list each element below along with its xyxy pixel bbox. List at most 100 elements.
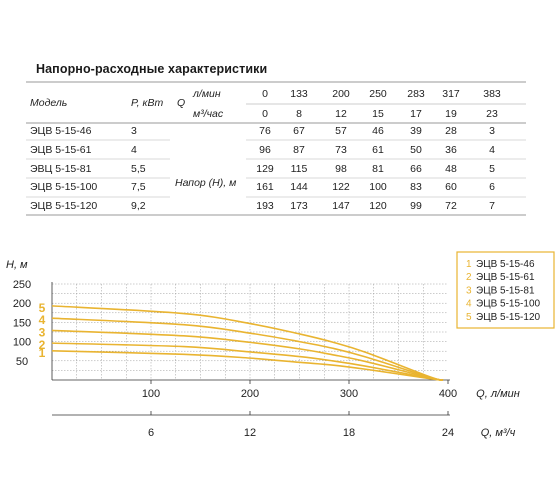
row-head-value: 115 [291,163,308,175]
row-head-value: 72 [445,200,457,212]
row-model: ЭВЦ 5-15-81 [30,163,92,175]
x-tick-label: 300 [340,388,358,400]
row-head-value: 3 [489,125,495,137]
legend-entry: ЭЦВ 5-15-61 [476,272,535,283]
table-row: ЭЦВ 5-15-100 7,5 161 144 122 100 83 60 6 [30,181,495,193]
table-row: ЭЦВ 5-15-120 9,2 193 173 147 120 99 72 7 [30,200,495,212]
x-tick-label: 400 [439,388,457,400]
row-model: ЭЦВ 5-15-120 [30,200,97,212]
legend-number: 2 [466,272,472,283]
header-flow-m3h: 15 [372,108,384,120]
row-head-value: 98 [335,163,347,175]
legend-number: 5 [466,312,472,323]
row-model: ЭЦВ 5-15-100 [30,181,97,193]
row-head-value: 5 [489,163,495,175]
legend-box [456,251,555,329]
series-line [51,317,444,381]
header-flow-lmin: 317 [442,88,460,100]
table-row: ЭВЦ 5-15-81 5,5 129 115 98 81 66 48 5 [30,163,495,175]
row-head-value: 36 [445,144,457,156]
y-axis-label: Н, м [6,259,28,271]
header-unit-lmin: л/мин [192,88,221,100]
x2-tick-label: 6 [148,427,154,439]
row-head-value: 39 [410,125,422,137]
table-row: ЭЦВ 5-15-61 4 96 87 73 61 50 36 4 [30,144,495,156]
header-flow-m3h: 8 [296,108,302,120]
row-head-value: 81 [372,163,384,175]
row-head-value: 67 [293,125,305,137]
x2-tick-label: 18 [343,427,355,439]
row-head-value: 66 [410,163,422,175]
series-line [51,342,444,381]
header-q: Q [177,97,185,109]
row-head-value: 193 [256,200,274,212]
header-flow-lmin: 383 [483,88,501,100]
header-flow-m3h: 17 [410,108,422,120]
legend-number: 1 [466,259,472,270]
row-head-value: 120 [369,200,387,212]
row-head-value: 87 [293,144,305,156]
row-head-value: 60 [445,181,457,193]
series-number-label: 4 [39,313,46,327]
header-unit-m3h: м³/час [193,108,224,120]
row-head-value: 161 [256,181,274,193]
y-tick-label: 50 [16,356,28,368]
row-head-value: 122 [332,181,350,193]
header-flow-lmin: 200 [332,88,350,100]
row-head-value: 7 [489,200,495,212]
table-row: ЭЦВ 5-15-46 3 76 67 57 46 39 28 3 [30,125,495,137]
header-flow-m3h: 12 [335,108,347,120]
header-flow-lmin: 250 [369,88,387,100]
header-flow-m3h: 23 [486,108,498,120]
pressure-flow-chart: 50 100 150 200 250 Н, м 100 200 300 400 Q, л/мин 6 1… [6,259,520,439]
legend-entry: ЭЦВ 5-15-120 [476,312,541,323]
y-tick-label: 200 [13,298,31,310]
row-head-value: 83 [410,181,422,193]
row-power: 5,5 [131,163,146,175]
row-head-value: 50 [410,144,422,156]
row-head-value: 73 [335,144,347,156]
series-number-label: 5 [39,301,46,315]
header-flow-lmin: 133 [290,88,308,100]
y-tick-label: 150 [13,317,31,329]
y-tick-label: 250 [13,279,31,291]
legend-entry: ЭЦВ 5-15-46 [476,259,535,270]
x2-axis-label: Q, м³/ч [481,427,516,439]
row-head-value: 100 [369,181,387,193]
row-power: 4 [131,144,137,156]
series-line [51,329,444,381]
x-tick-label: 200 [241,388,259,400]
row-power: 9,2 [131,200,146,212]
row-head-value: 6 [489,181,495,193]
legend-entry: ЭЦВ 5-15-100 [476,299,541,310]
row-head-value: 61 [372,144,384,156]
x2-tick-label: 12 [244,427,256,439]
x-axis-label: Q, л/мин [476,388,520,400]
legend-number: 3 [466,285,472,296]
row-model: ЭЦВ 5-15-46 [30,125,92,137]
y-tick-label: 100 [13,337,31,349]
chart-legend: 1 ЭЦВ 5-15-46 2 ЭЦВ 5-15-61 3 ЭЦВ 5-15-81 4 ЭЦВ… [456,251,555,329]
legend-number: 4 [466,299,472,310]
series-number-label: 1 [39,346,46,360]
row-head-value: 129 [256,163,274,175]
row-head-value: 173 [290,200,308,212]
row-head-value: 76 [259,125,271,137]
row-head-value: 57 [335,125,347,137]
head-label: Напор (Н), м [175,177,236,189]
header-flow-lmin: 283 [407,88,425,100]
row-head-value: 4 [489,144,495,156]
series-number-label: 2 [39,338,46,352]
row-head-value: 28 [445,125,457,137]
row-model: ЭЦВ 5-15-61 [30,144,92,156]
legend-entry: ЭЦВ 5-15-81 [476,285,535,296]
header-flow-m3h: 0 [262,108,268,120]
series-line [51,305,444,382]
x2-tick-label: 24 [442,427,454,439]
row-head-value: 48 [445,163,457,175]
row-head-value: 147 [332,200,350,212]
row-power: 3 [131,125,137,137]
table-title: Напорно-расходные характеристики [36,62,268,76]
